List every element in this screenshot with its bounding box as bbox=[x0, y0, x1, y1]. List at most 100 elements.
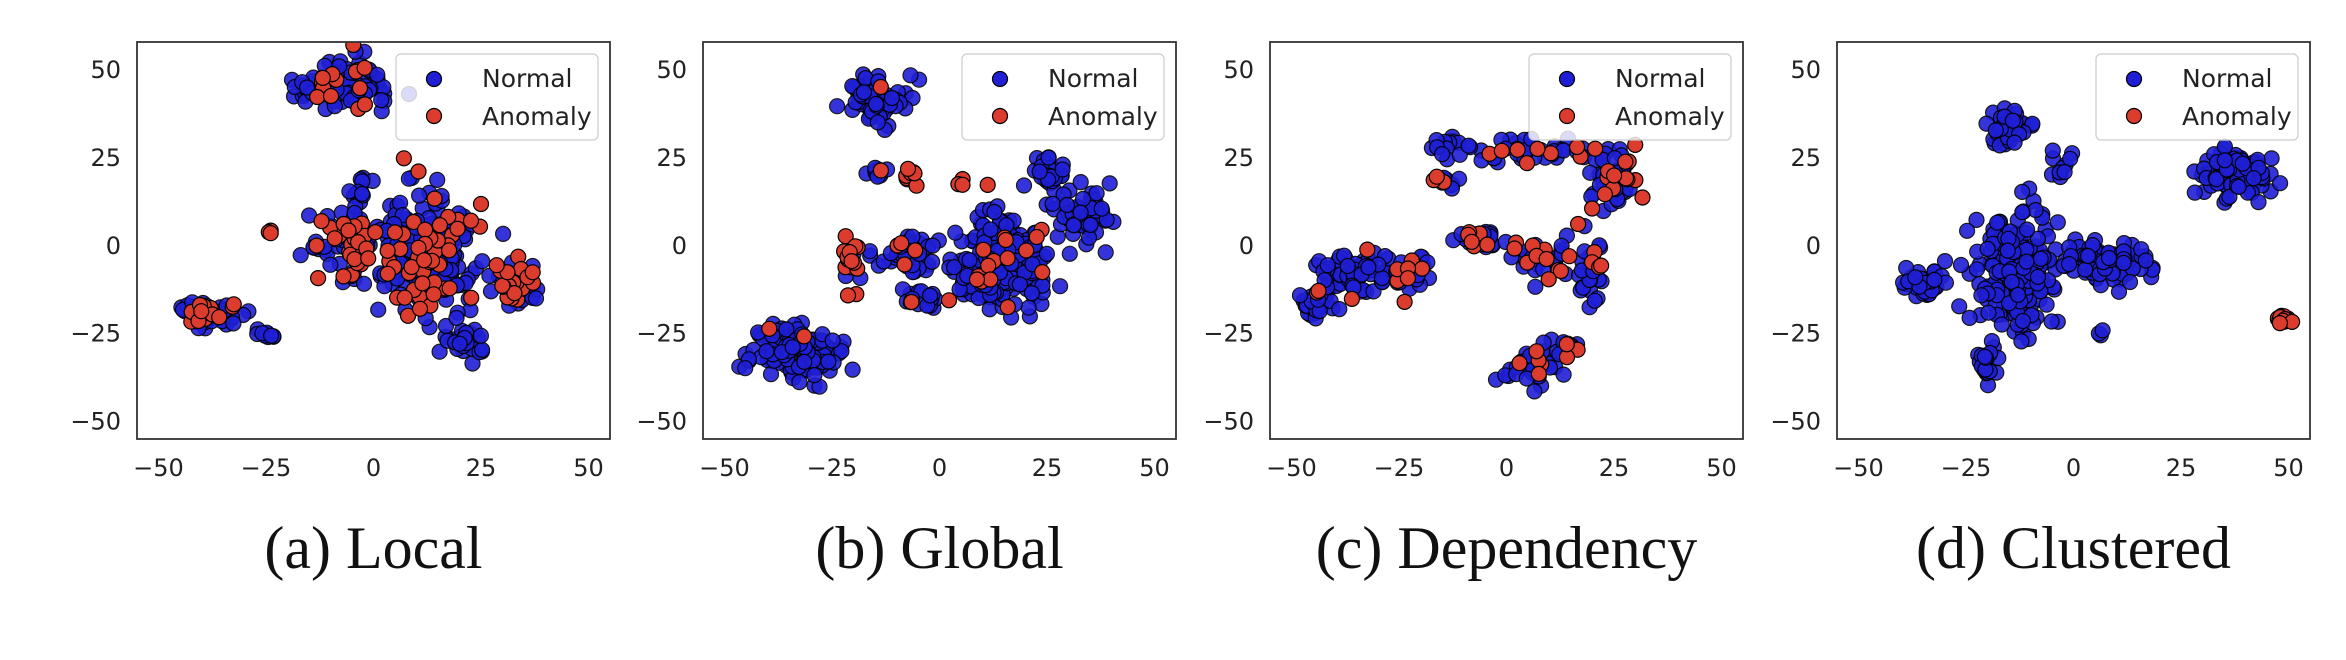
scatter-points bbox=[1291, 128, 1651, 400]
panel-3: −50 −25 0 25 50 −50 −25 0 25 50 Normal Anomaly (c) D… bbox=[1203, 41, 1744, 581]
anomaly-point bbox=[425, 286, 442, 303]
y-tick-label: 25 bbox=[90, 144, 121, 172]
normal-point bbox=[1065, 217, 1082, 234]
normal-point bbox=[411, 187, 428, 204]
normal-point bbox=[2110, 283, 2128, 300]
anomaly-point bbox=[360, 250, 377, 267]
normal-point bbox=[2263, 150, 2280, 167]
anomaly-point bbox=[417, 221, 434, 238]
normal-point bbox=[1360, 259, 1377, 276]
anomaly-point bbox=[524, 264, 541, 281]
normal-point bbox=[1958, 222, 1976, 239]
x-tick-label: −50 bbox=[1833, 454, 1884, 482]
y-tick-label: 0 bbox=[1806, 232, 1821, 260]
anomaly-point bbox=[346, 251, 363, 268]
legend-normal-label: Normal bbox=[1615, 64, 1705, 93]
normal-point bbox=[820, 353, 837, 370]
normal-point bbox=[1011, 276, 1029, 293]
anomaly-point bbox=[1343, 290, 1361, 307]
x-tick-label: 25 bbox=[2166, 454, 2197, 482]
y-tick-label: −25 bbox=[636, 320, 687, 348]
normal-point bbox=[451, 335, 468, 352]
axes-frame bbox=[702, 41, 1177, 440]
normal-point bbox=[1331, 301, 1348, 318]
scatter-points bbox=[1894, 100, 2301, 394]
normal-point bbox=[1989, 214, 2006, 231]
normal-point bbox=[1093, 200, 1110, 217]
anomaly-point bbox=[351, 79, 369, 97]
normal-point bbox=[2014, 204, 2031, 221]
normal-point bbox=[1968, 211, 1985, 228]
scatter-points bbox=[731, 66, 1122, 395]
anomaly-point bbox=[411, 300, 429, 317]
panel-4: −50 −25 0 25 50 −50 −25 0 25 50 Normal Anomaly (d) C… bbox=[1770, 41, 2311, 581]
anomaly-point bbox=[356, 96, 373, 113]
anomaly-point bbox=[488, 257, 505, 274]
normal-point bbox=[2100, 249, 2118, 267]
anomaly-point bbox=[1034, 264, 1051, 281]
legend-box bbox=[2095, 53, 2299, 141]
anomaly-point bbox=[1529, 140, 1546, 157]
panel-2: −50 −25 0 25 50 −50 −25 0 25 50 Normal Anomaly (b) G… bbox=[636, 41, 1177, 581]
normal-point bbox=[1527, 278, 1544, 295]
normal-point bbox=[806, 367, 823, 384]
normal-point bbox=[2250, 194, 2267, 211]
normal-point bbox=[370, 301, 387, 318]
normal-point bbox=[292, 247, 309, 264]
normal-point bbox=[1044, 195, 1061, 212]
legend-box bbox=[961, 53, 1165, 141]
y-tick-label: −50 bbox=[70, 407, 121, 435]
anomaly-point bbox=[314, 69, 331, 87]
anomaly-point bbox=[1028, 228, 1045, 246]
normal-point bbox=[791, 374, 808, 391]
x-tick-label: 0 bbox=[1499, 454, 1514, 482]
anomaly-point bbox=[1528, 343, 1545, 360]
normal-point bbox=[1023, 285, 1041, 302]
legend-anomaly-marker bbox=[2125, 107, 2143, 125]
anomaly-point bbox=[441, 242, 458, 259]
legend-anomaly-label: Anomaly bbox=[1048, 102, 1158, 131]
anomaly-point bbox=[979, 176, 996, 193]
normal-point bbox=[2004, 112, 2021, 129]
x-tick-label: −50 bbox=[699, 454, 750, 482]
anomaly-point bbox=[839, 287, 857, 304]
anomaly-point bbox=[313, 213, 330, 230]
legend: Normal Anomaly bbox=[395, 53, 599, 141]
anomaly-point bbox=[1558, 336, 1575, 353]
normal-point bbox=[1961, 309, 1978, 326]
normal-point bbox=[1936, 253, 1954, 270]
legend: Normal Anomaly bbox=[1528, 53, 1732, 141]
normal-point bbox=[1072, 204, 1089, 221]
normal-point bbox=[2234, 155, 2251, 172]
y-tick-label: −25 bbox=[1203, 320, 1254, 348]
anomaly-point bbox=[1463, 233, 1480, 250]
anomaly-point bbox=[903, 293, 920, 311]
normal-point bbox=[1051, 278, 1069, 295]
normal-point bbox=[1319, 257, 1336, 274]
anomaly-point bbox=[940, 292, 958, 309]
legend-anomaly-marker bbox=[991, 107, 1009, 125]
anomaly-point bbox=[441, 280, 458, 297]
anomaly-point bbox=[1396, 293, 1413, 310]
normal-point bbox=[828, 98, 846, 115]
anomaly-point bbox=[1538, 250, 1555, 268]
normal-point bbox=[1031, 163, 1048, 180]
normal-point bbox=[758, 343, 775, 360]
x-tick-label: 25 bbox=[1599, 454, 1630, 482]
panel-caption: (c) Dependency bbox=[1316, 515, 1697, 581]
panel-caption: (d) Clustered bbox=[1916, 515, 2231, 581]
anomaly-point bbox=[345, 42, 362, 53]
anomaly-point bbox=[410, 163, 427, 180]
y-tick-label: 0 bbox=[106, 232, 121, 260]
legend-anomaly-label: Anomaly bbox=[2182, 102, 2292, 131]
legend-normal-label: Normal bbox=[2182, 64, 2272, 93]
anomaly-point bbox=[1530, 365, 1548, 382]
x-tick-label: −25 bbox=[1374, 454, 1425, 482]
anomaly-point bbox=[872, 78, 889, 96]
normal-point bbox=[778, 321, 795, 338]
anomaly-point bbox=[1561, 248, 1578, 265]
normal-point bbox=[2137, 252, 2154, 269]
anomaly-point bbox=[395, 150, 412, 167]
normal-point bbox=[1555, 366, 1572, 383]
